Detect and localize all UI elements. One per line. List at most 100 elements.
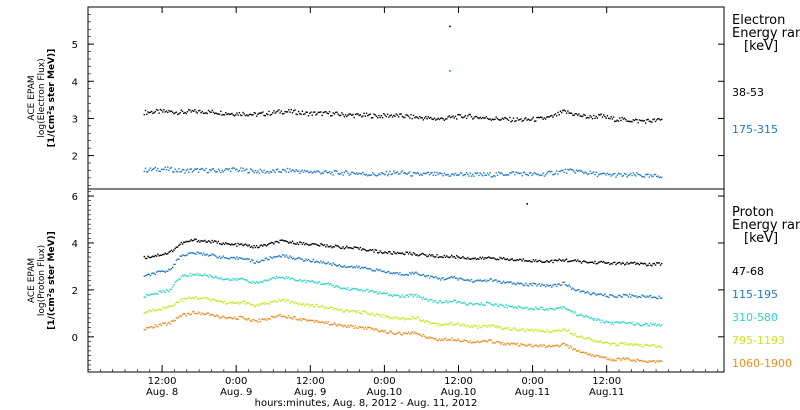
electron-point [176, 171, 179, 173]
proton-point [570, 311, 573, 313]
proton-point [334, 264, 337, 266]
proton-point [642, 360, 644, 363]
proton-point [220, 317, 222, 319]
electron-point [273, 170, 275, 172]
x-tick-time: 0:00 [373, 376, 395, 387]
proton-point [173, 284, 175, 286]
proton-point [352, 288, 354, 290]
proton-point [411, 293, 413, 296]
proton-point [390, 294, 392, 297]
electron-point [605, 117, 607, 119]
proton-point [318, 321, 321, 323]
proton-point [502, 280, 505, 283]
electron-point [375, 175, 378, 177]
electron-point [204, 112, 206, 115]
electron-point [557, 173, 559, 175]
proton-point [231, 256, 233, 259]
proton-point [515, 306, 517, 309]
proton-point [355, 287, 358, 290]
electron-point [573, 114, 575, 116]
electron-point [352, 171, 354, 174]
proton-point [606, 321, 609, 323]
electron-point [604, 115, 606, 118]
electron-point [430, 172, 432, 174]
electron-point [569, 168, 572, 170]
electron-point [385, 115, 388, 118]
proton-point [661, 347, 663, 349]
proton-point [328, 246, 331, 248]
electron-point [586, 173, 589, 176]
proton-legend-title-line: [keV] [744, 231, 778, 246]
proton-point [495, 325, 497, 327]
proton-point [169, 250, 171, 253]
proton-point [384, 271, 386, 274]
electron-point [474, 115, 476, 118]
electron-point [409, 171, 411, 173]
proton-point [463, 324, 465, 327]
electron-point [436, 118, 438, 121]
electron-point [528, 119, 531, 121]
electron-point [309, 171, 311, 174]
proton-point [368, 291, 370, 293]
proton-point [327, 261, 329, 263]
electron-point [615, 120, 617, 123]
proton-point [299, 278, 301, 281]
proton-point [475, 325, 478, 327]
proton-point [547, 330, 549, 333]
proton-point [442, 323, 444, 326]
proton-point [144, 296, 147, 298]
proton-point [296, 302, 299, 304]
electron-point [623, 172, 626, 175]
proton-point [162, 270, 164, 272]
proton-point [637, 359, 639, 361]
proton-point [656, 262, 658, 264]
proton-point [518, 345, 521, 347]
electron-point [617, 120, 620, 122]
proton-point [201, 297, 204, 299]
electron-point [438, 118, 441, 121]
electron-point [509, 172, 511, 174]
proton-point [406, 294, 409, 296]
proton-point [197, 311, 200, 313]
proton-point [304, 243, 306, 246]
proton-point [364, 249, 367, 251]
proton-point [388, 316, 390, 318]
proton-point [388, 294, 390, 297]
proton-point [394, 252, 396, 254]
proton-point [644, 360, 647, 362]
proton-point [300, 258, 302, 260]
proton-point [598, 261, 600, 264]
proton-point [430, 275, 432, 277]
proton-point [248, 281, 250, 284]
proton-point [186, 253, 189, 256]
proton-point [425, 319, 427, 322]
electron-point [426, 172, 428, 174]
proton-point [623, 321, 626, 324]
electron-point [647, 118, 649, 121]
proton-point [367, 326, 369, 329]
proton-point [578, 349, 580, 352]
proton-point [399, 317, 401, 319]
electron-point [159, 108, 162, 111]
electron-point [190, 168, 192, 170]
proton-point [279, 239, 281, 242]
electron-point [293, 169, 295, 172]
electron-point [535, 172, 537, 175]
electron-point [148, 112, 150, 114]
proton-point [622, 342, 625, 345]
electron-point [417, 117, 420, 120]
proton-point [288, 276, 290, 278]
proton-point [565, 308, 568, 310]
electron-point [215, 171, 217, 173]
electron-point [523, 118, 526, 120]
proton-point [619, 358, 621, 360]
proton-point [609, 321, 611, 323]
electron-point [169, 110, 171, 113]
proton-point [315, 319, 317, 322]
proton-point [633, 324, 636, 326]
proton-point [232, 244, 234, 246]
electron-point [326, 112, 328, 114]
proton-point [504, 327, 506, 330]
proton-point [623, 264, 626, 266]
electron-point [473, 175, 475, 177]
